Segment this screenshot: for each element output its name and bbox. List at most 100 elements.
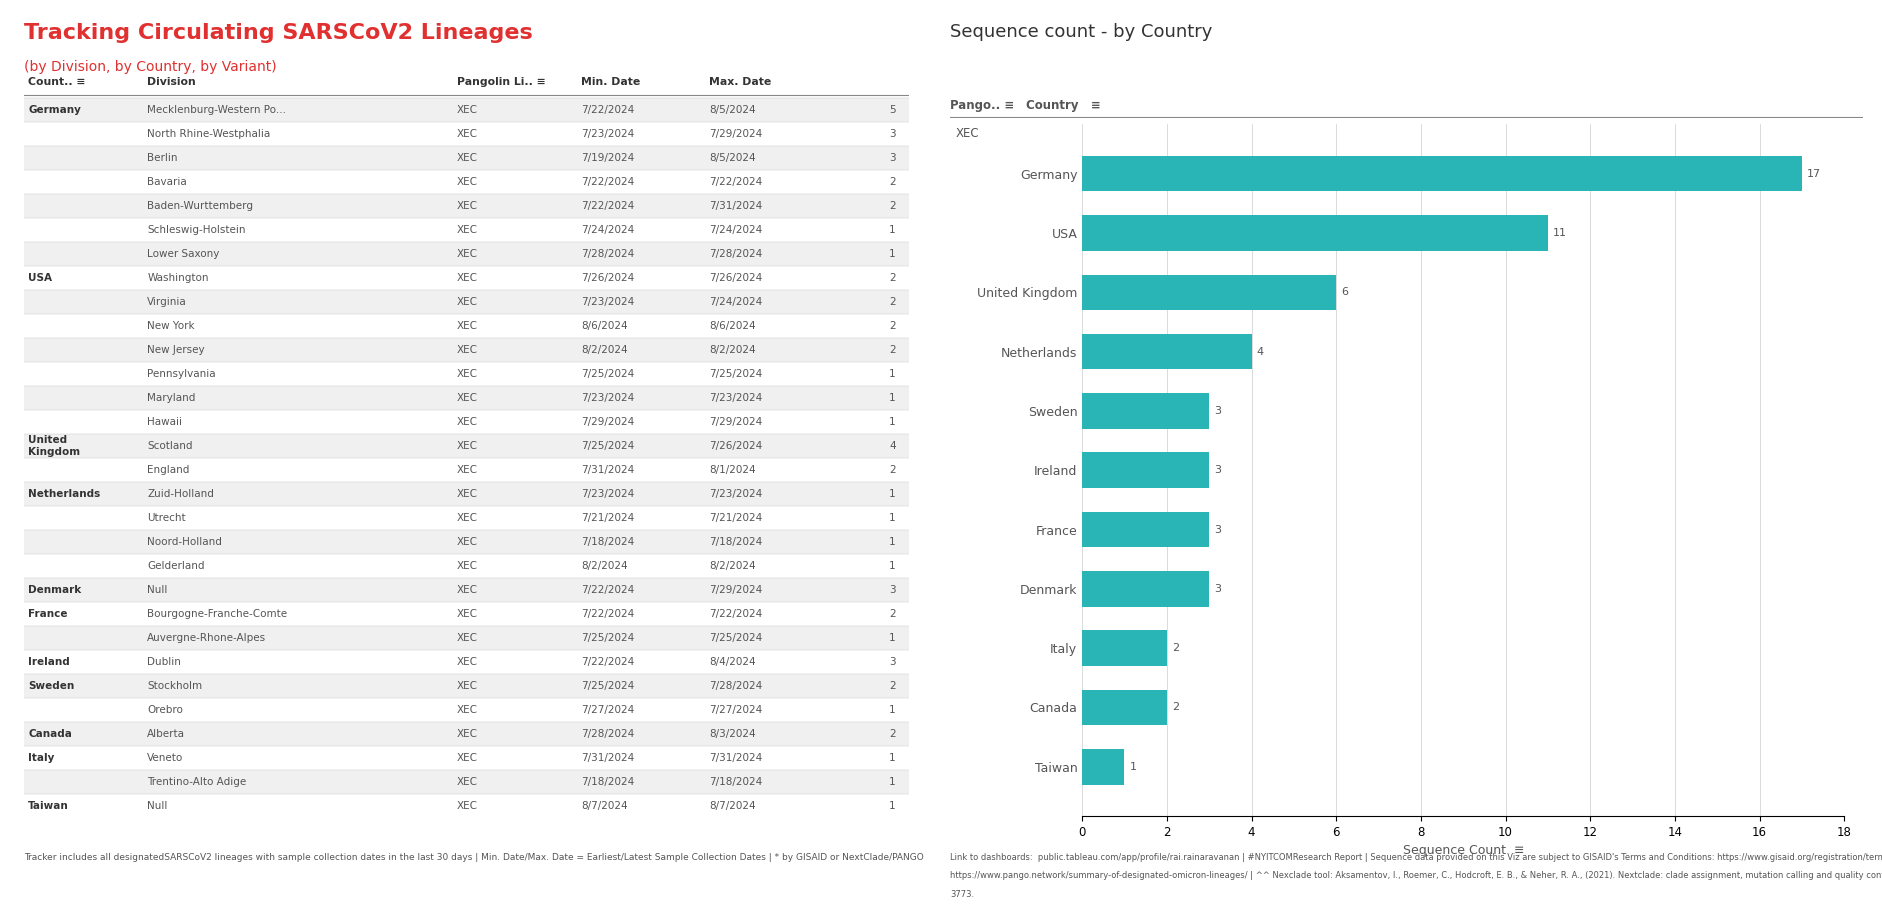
Text: 7/25/2024: 7/25/2024 [582, 680, 634, 691]
Text: 7/26/2024: 7/26/2024 [710, 273, 762, 283]
Text: 8/2/2024: 8/2/2024 [710, 561, 757, 571]
Text: 7/23/2024: 7/23/2024 [710, 393, 762, 403]
Bar [24, 602, 909, 626]
Text: 1: 1 [888, 417, 896, 427]
Text: Italy: Italy [28, 752, 55, 762]
Text: Maryland: Maryland [147, 393, 196, 403]
Bar [24, 337, 909, 361]
Bar [24, 242, 909, 266]
Text: 1: 1 [888, 369, 896, 379]
Text: Orebro: Orebro [147, 704, 183, 715]
Text: 4: 4 [888, 441, 896, 451]
Text: XEC: XEC [457, 321, 478, 331]
Text: XEC: XEC [457, 393, 478, 403]
Text: XEC: XEC [457, 752, 478, 762]
Bar [24, 698, 909, 722]
Text: 7/28/2024: 7/28/2024 [710, 680, 762, 691]
Bar [24, 554, 909, 578]
Text: Country   ≡: Country ≡ [1026, 99, 1101, 112]
Text: 7/25/2024: 7/25/2024 [582, 369, 634, 379]
Text: XEC: XEC [457, 297, 478, 307]
Text: 7/22/2024: 7/22/2024 [582, 201, 634, 211]
Bar [24, 146, 909, 170]
Text: 7/22/2024: 7/22/2024 [582, 609, 634, 619]
Text: Division: Division [147, 77, 196, 88]
Text: 8/5/2024: 8/5/2024 [710, 153, 757, 163]
Text: France: France [28, 609, 68, 619]
Text: 7/21/2024: 7/21/2024 [582, 513, 634, 523]
Text: XEC: XEC [457, 537, 478, 547]
Text: XEC: XEC [457, 465, 478, 475]
Text: 2: 2 [1172, 644, 1178, 653]
Text: 7/23/2024: 7/23/2024 [582, 297, 634, 307]
Text: 7/26/2024: 7/26/2024 [582, 273, 634, 283]
Text: 1: 1 [888, 249, 896, 259]
Text: 7/29/2024: 7/29/2024 [710, 585, 762, 595]
Text: 3: 3 [888, 153, 896, 163]
Text: XEC: XEC [457, 201, 478, 211]
Bar [1082, 631, 1167, 666]
Bar [24, 626, 909, 650]
Text: Count.. ≡: Count.. ≡ [28, 77, 85, 88]
Text: Veneto: Veneto [147, 752, 184, 762]
Text: Germany: Germany [28, 105, 81, 114]
Text: Pennsylvania: Pennsylvania [147, 369, 216, 379]
Text: 8/2/2024: 8/2/2024 [582, 345, 627, 355]
Text: Bourgogne-Franche-Comte: Bourgogne-Franche-Comte [147, 609, 288, 619]
Text: 7/18/2024: 7/18/2024 [710, 537, 762, 547]
Bar [1082, 393, 1208, 429]
Text: 7/22/2024: 7/22/2024 [582, 105, 634, 114]
Text: 7/23/2024: 7/23/2024 [582, 393, 634, 403]
Text: Canada: Canada [28, 728, 72, 739]
Text: XEC: XEC [457, 417, 478, 427]
Text: 3: 3 [888, 656, 896, 667]
Text: Schleswig-Holstein: Schleswig-Holstein [147, 225, 247, 235]
Text: 2: 2 [888, 609, 896, 619]
Bar [24, 770, 909, 794]
Text: Dublin: Dublin [147, 656, 181, 667]
Text: 7/29/2024: 7/29/2024 [710, 129, 762, 139]
Bar [24, 458, 909, 482]
Text: Null: Null [147, 585, 167, 595]
Bar [24, 361, 909, 385]
Text: 3: 3 [1214, 584, 1221, 594]
Bar [24, 98, 909, 122]
Text: Null: Null [147, 801, 167, 810]
Text: 7/25/2024: 7/25/2024 [710, 369, 762, 379]
Text: Noord-Holland: Noord-Holland [147, 537, 222, 547]
Bar [24, 674, 909, 698]
Bar [24, 313, 909, 337]
Text: Berlin: Berlin [147, 153, 179, 163]
Text: Washington: Washington [147, 273, 209, 283]
Text: Mecklenburg-Western Po...: Mecklenburg-Western Po... [147, 105, 286, 114]
Text: 2: 2 [888, 465, 896, 475]
Bar [24, 218, 909, 242]
Text: XEC: XEC [457, 777, 478, 786]
Text: 3: 3 [1214, 406, 1221, 416]
Bar [24, 578, 909, 602]
Text: 7/18/2024: 7/18/2024 [710, 777, 762, 786]
Bar [1082, 571, 1208, 607]
Text: XEC: XEC [457, 273, 478, 283]
Text: XEC: XEC [457, 609, 478, 619]
Text: 3773.: 3773. [950, 890, 975, 899]
Text: 8/5/2024: 8/5/2024 [710, 105, 757, 114]
Text: Link to dashboards:  public.tableau.com/app/profile/rai.rainaravanan | #NYITCOMR: Link to dashboards: public.tableau.com/a… [950, 853, 1882, 862]
Text: XEC: XEC [457, 513, 478, 523]
Text: North Rhine-Westphalia: North Rhine-Westphalia [147, 129, 271, 139]
Text: Alberta: Alberta [147, 728, 186, 739]
Text: Stockholm: Stockholm [147, 680, 203, 691]
Bar [24, 122, 909, 146]
Text: 2: 2 [888, 201, 896, 211]
Bar [24, 194, 909, 218]
Text: 7/29/2024: 7/29/2024 [710, 417, 762, 427]
Text: 3: 3 [888, 129, 896, 139]
Text: 1: 1 [888, 393, 896, 403]
Text: Ireland: Ireland [28, 656, 70, 667]
Text: 7/27/2024: 7/27/2024 [582, 704, 634, 715]
Bar [24, 433, 909, 458]
Text: 1: 1 [888, 632, 896, 643]
Text: Lower Saxony: Lower Saxony [147, 249, 220, 259]
Text: Sequence count - by Country: Sequence count - by Country [950, 23, 1212, 41]
Text: 2: 2 [1172, 703, 1178, 713]
